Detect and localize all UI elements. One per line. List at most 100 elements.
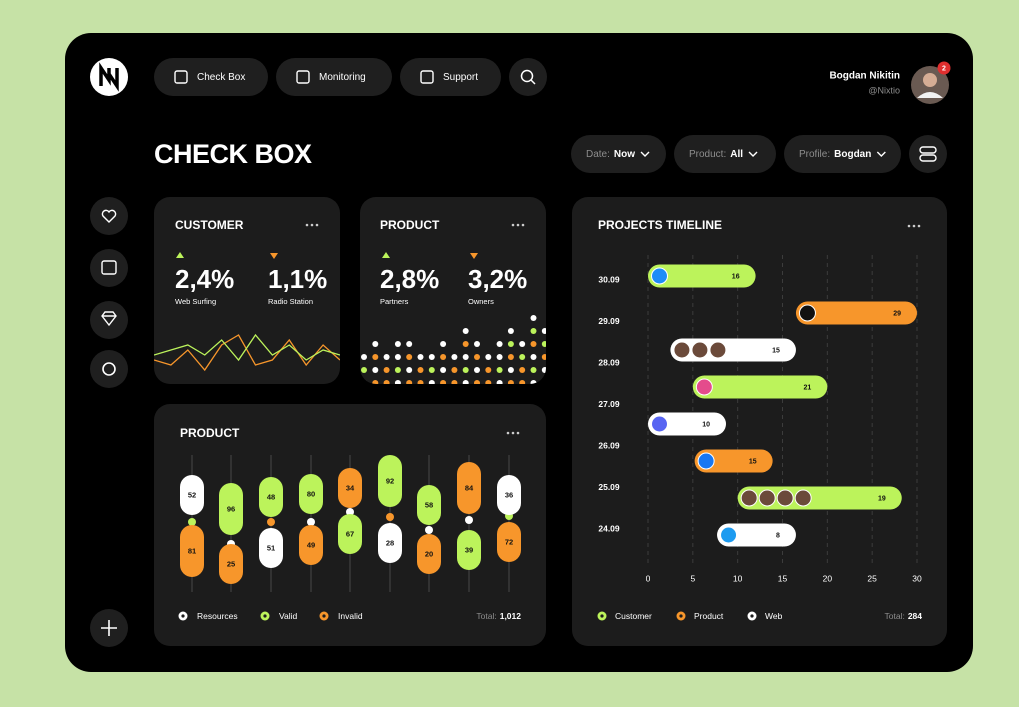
avatar-shirt: [917, 92, 943, 98]
nav-icon: [174, 70, 188, 84]
pattern-dot: [462, 328, 469, 334]
menu-dot[interactable]: [305, 223, 309, 227]
stat-value: 1,1%: [268, 264, 327, 294]
value-pill: [417, 534, 441, 574]
pattern-dot: [361, 367, 367, 373]
bar-icon: [651, 267, 668, 285]
pattern-dot: [394, 341, 401, 347]
calendar-button[interactable]: [90, 249, 128, 287]
filter-value: Bogdan: [834, 149, 871, 160]
card-title: PRODUCT: [380, 218, 440, 232]
pattern-dot: [417, 380, 424, 384]
total-value: 1,012: [500, 611, 522, 621]
filter-settings-button[interactable]: [909, 135, 947, 173]
pattern-dot: [440, 341, 447, 347]
total-label: Total:: [476, 611, 496, 621]
x-tick-label: 20: [823, 573, 833, 583]
pill-label: 52: [188, 490, 196, 499]
value-pill: [299, 525, 323, 565]
bar-icon: [691, 341, 709, 359]
stat-value: 2,4%: [175, 264, 234, 294]
nav-icon: [296, 70, 310, 84]
pill-label: 48: [267, 492, 275, 501]
x-tick-label: 5: [690, 573, 695, 583]
pattern-dot: [406, 341, 413, 347]
pill-label: 20: [425, 549, 433, 558]
timeline-bar: [717, 523, 796, 547]
value-pill: [180, 525, 204, 577]
date-label: 28.09: [598, 357, 620, 367]
pattern-dot: [451, 354, 458, 360]
pill-label: 96: [227, 504, 235, 513]
timeline-bar: [694, 449, 773, 473]
pattern-dot: [485, 367, 492, 373]
nav-label: Support: [443, 72, 478, 83]
pattern-dot: [474, 341, 480, 347]
nav-button[interactable]: [276, 58, 392, 96]
date-label: 25.09: [598, 482, 620, 492]
pill-label: 72: [505, 537, 513, 546]
menu-dot[interactable]: [310, 223, 314, 227]
menu-dot[interactable]: [315, 223, 319, 227]
filter-button[interactable]: [784, 135, 901, 173]
value-pill: [497, 475, 521, 515]
menu-dot[interactable]: [511, 223, 515, 227]
premium-button[interactable]: [90, 301, 128, 339]
pattern-dot: [530, 328, 537, 334]
pattern-dot: [372, 354, 379, 360]
filter-value: All: [730, 149, 743, 160]
menu-dot[interactable]: [516, 223, 520, 227]
nav-button[interactable]: [400, 58, 501, 96]
value-pill: [299, 474, 323, 514]
menu-dot[interactable]: [907, 224, 911, 228]
menu-dot[interactable]: [511, 431, 515, 435]
menu-dot[interactable]: [917, 224, 921, 228]
menu-dot[interactable]: [506, 431, 510, 435]
search-button[interactable]: [509, 58, 547, 96]
filter-button[interactable]: [571, 135, 666, 173]
user-handle: @Nixtio: [868, 85, 900, 95]
date-label: 26.09: [598, 440, 620, 450]
pattern-dot: [474, 367, 480, 373]
filter-button[interactable]: [674, 135, 776, 173]
menu-dot[interactable]: [521, 223, 525, 227]
bar-value: 15: [772, 347, 780, 354]
favorites-button[interactable]: [90, 197, 128, 235]
stat-value: 3,2%: [468, 264, 527, 294]
toggle-icon: [919, 146, 937, 154]
pattern-dot: [406, 380, 413, 384]
pattern-dot: [394, 380, 401, 384]
pill-label: 81: [188, 546, 196, 555]
pattern-dot: [417, 367, 424, 373]
legend-label: Invalid: [338, 611, 363, 621]
notification-badge[interactable]: [937, 61, 951, 75]
filter-value: Now: [614, 149, 635, 160]
bar-value: 21: [804, 384, 812, 391]
separator-dot: [267, 518, 275, 526]
separator-dot: [346, 508, 354, 516]
legend-swatch-center: [750, 614, 754, 618]
menu-dot[interactable]: [516, 431, 520, 435]
pattern-dot: [428, 367, 435, 373]
pattern-dot: [519, 341, 526, 347]
legend-label: Valid: [279, 611, 298, 621]
pattern-dot: [485, 380, 492, 384]
pattern-dot: [507, 354, 514, 360]
bar-icon: [673, 341, 691, 359]
pattern-dot: [541, 367, 546, 373]
pattern-dot: [451, 380, 458, 384]
x-tick-label: 30: [912, 573, 922, 583]
menu-dot[interactable]: [912, 224, 916, 228]
pill-label: 36: [505, 490, 513, 499]
nav-button[interactable]: [154, 58, 268, 96]
pattern-dot: [530, 315, 537, 321]
pattern-dot: [541, 354, 546, 360]
bar-icon: [697, 452, 715, 470]
value-pill: [457, 462, 481, 514]
pattern-dot: [394, 367, 401, 373]
pill-label: 92: [386, 476, 394, 485]
legend-swatch-center: [322, 614, 326, 618]
pattern-dot: [406, 367, 413, 373]
settings-button[interactable]: [90, 350, 128, 388]
